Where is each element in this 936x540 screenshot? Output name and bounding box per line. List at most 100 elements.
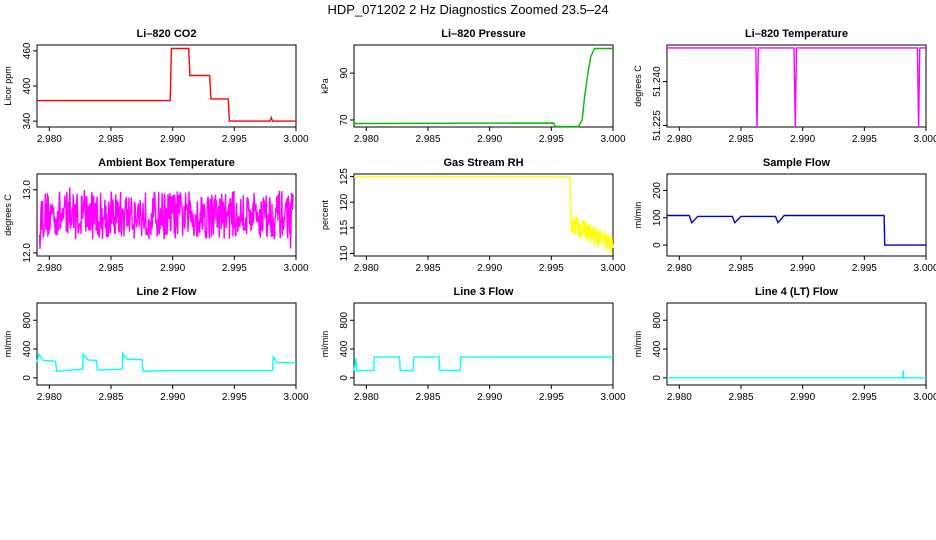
x-tick-label: 3.000 bbox=[283, 263, 308, 274]
y-axis-label: Licor ppm bbox=[3, 66, 13, 106]
chart-panel: Sample Flow 2.980 2.985 2.990 2.995 3.000 0 100… bbox=[633, 157, 936, 274]
x-tick-label: 2.990 bbox=[477, 134, 502, 145]
x-tick-label: 2.980 bbox=[667, 263, 692, 274]
y-axis-label: ml/min bbox=[3, 331, 13, 358]
chart-panel: Ambient Box Temperature 2.980 2.985 2.990 2.… bbox=[3, 157, 309, 274]
series-line bbox=[353, 47, 613, 128]
x-tick-label: 3.000 bbox=[600, 263, 625, 274]
y-tick-label: 51.225 bbox=[652, 110, 663, 141]
plot-frame bbox=[36, 44, 297, 128]
chart-title: Sample Flow bbox=[763, 157, 831, 169]
plot-frame bbox=[353, 173, 614, 257]
x-tick-label: 2.990 bbox=[477, 263, 502, 274]
x-tick-label: 2.980 bbox=[37, 134, 62, 145]
x-tick-label: 2.985 bbox=[98, 392, 123, 403]
x-tick-label: 2.995 bbox=[539, 263, 564, 274]
y-tick-label: 800 bbox=[652, 311, 663, 328]
x-tick-label: 2.990 bbox=[790, 134, 815, 145]
chart-panel: Line 2 Flow 2.980 2.985 2.990 2.995 3.000 0 400… bbox=[3, 286, 309, 403]
series-line bbox=[667, 47, 926, 128]
series-line bbox=[667, 214, 926, 246]
chart-panel: Li–820 Temperature 2.980 2.985 2.990 2.995 3.… bbox=[633, 28, 936, 145]
y-tick-label: 120 bbox=[339, 193, 350, 210]
x-tick-label: 2.990 bbox=[477, 392, 502, 403]
y-tick-label: 400 bbox=[22, 340, 33, 357]
chart-panel: Line 3 Flow 2.980 2.985 2.990 2.995 3.000 0 400… bbox=[320, 286, 626, 403]
series-line bbox=[354, 175, 614, 254]
x-tick-label: 2.985 bbox=[98, 263, 123, 274]
y-axis-label: ml/min bbox=[320, 331, 330, 358]
y-tick-label: 0 bbox=[22, 375, 33, 381]
plot-frame bbox=[666, 44, 927, 128]
chart-title: Li–820 Pressure bbox=[441, 28, 525, 40]
x-tick-label: 2.980 bbox=[354, 263, 379, 274]
x-tick-label: 2.985 bbox=[415, 134, 440, 145]
x-tick-label: 3.000 bbox=[913, 134, 936, 145]
chart-panel: Gas Stream RH 2.980 2.985 2.990 2.995 3.000 11… bbox=[320, 157, 626, 274]
y-axis-label: ml/min bbox=[633, 202, 643, 229]
y-tick-label: 125 bbox=[339, 168, 350, 185]
x-tick-label: 2.985 bbox=[728, 392, 753, 403]
x-tick-label: 2.990 bbox=[160, 392, 185, 403]
y-tick-label: 800 bbox=[22, 311, 33, 328]
y-tick-label: 12.0 bbox=[22, 243, 33, 263]
x-tick-label: 3.000 bbox=[913, 263, 936, 274]
chart-title: Line 2 Flow bbox=[137, 286, 197, 298]
x-tick-label: 2.980 bbox=[37, 392, 62, 403]
x-tick-label: 2.980 bbox=[354, 392, 379, 403]
y-axis-label: kPa bbox=[320, 78, 330, 94]
x-tick-label: 2.980 bbox=[667, 134, 692, 145]
series-line bbox=[353, 356, 613, 372]
x-tick-label: 2.995 bbox=[852, 263, 877, 274]
x-tick-label: 2.980 bbox=[37, 263, 62, 274]
y-tick-label: 70 bbox=[339, 114, 350, 126]
plot-frame bbox=[353, 44, 614, 128]
y-tick-label: 400 bbox=[22, 77, 33, 94]
x-tick-label: 2.990 bbox=[790, 392, 815, 403]
y-tick-label: 110 bbox=[339, 245, 350, 261]
plot-frame bbox=[36, 173, 297, 257]
figure-title: HDP_071202 2 Hz Diagnostics Zoomed 23.5–… bbox=[327, 2, 608, 17]
x-tick-label: 2.995 bbox=[852, 134, 877, 145]
x-tick-label: 2.995 bbox=[222, 263, 247, 274]
plot-frame bbox=[353, 302, 614, 386]
y-tick-label: 0 bbox=[652, 242, 663, 248]
y-tick-label: 400 bbox=[652, 340, 663, 357]
chart-title: Ambient Box Temperature bbox=[98, 157, 235, 169]
x-tick-label: 2.985 bbox=[98, 134, 123, 145]
chart-panels: Li–820 CO2 2.980 2.985 2.990 2.995 3.000 340 40… bbox=[3, 28, 936, 403]
chart-title: Li–820 CO2 bbox=[137, 28, 197, 40]
x-tick-label: 2.985 bbox=[728, 263, 753, 274]
x-tick-label: 2.995 bbox=[222, 392, 247, 403]
x-tick-label: 2.980 bbox=[667, 392, 692, 403]
y-axis-label: degrees C bbox=[633, 65, 643, 107]
series-line bbox=[37, 47, 296, 122]
y-tick-label: 200 bbox=[652, 182, 663, 199]
x-tick-label: 2.985 bbox=[728, 134, 753, 145]
chart-title: Li–820 Temperature bbox=[745, 28, 848, 40]
chart-panel: Line 4 (LT) Flow 2.980 2.985 2.990 2.995 3.00… bbox=[633, 286, 936, 403]
chart-title: Line 4 (LT) Flow bbox=[755, 286, 838, 298]
y-tick-label: 90 bbox=[339, 67, 350, 79]
series-line bbox=[36, 351, 296, 373]
y-tick-label: 460 bbox=[22, 42, 33, 59]
chart-title: Gas Stream RH bbox=[443, 157, 523, 169]
x-tick-label: 2.995 bbox=[539, 134, 564, 145]
x-tick-label: 2.985 bbox=[415, 392, 440, 403]
x-tick-label: 3.000 bbox=[283, 392, 308, 403]
y-axis-label: ml/min bbox=[633, 331, 643, 358]
x-tick-label: 2.995 bbox=[222, 134, 247, 145]
y-tick-label: 0 bbox=[652, 375, 663, 381]
x-tick-label: 2.980 bbox=[354, 134, 379, 145]
series-line bbox=[667, 370, 926, 379]
chart-title: Line 3 Flow bbox=[454, 286, 514, 298]
plot-frame bbox=[666, 302, 927, 386]
y-tick-label: 800 bbox=[339, 311, 350, 328]
x-tick-label: 3.000 bbox=[600, 134, 625, 145]
chart-panel: Li–820 CO2 2.980 2.985 2.990 2.995 3.000 340 40… bbox=[3, 28, 309, 145]
x-tick-label: 2.985 bbox=[415, 263, 440, 274]
x-tick-label: 3.000 bbox=[913, 392, 936, 403]
x-tick-label: 2.990 bbox=[790, 263, 815, 274]
series-line bbox=[38, 187, 295, 249]
